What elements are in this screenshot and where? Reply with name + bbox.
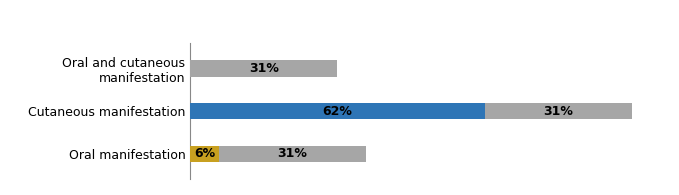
Bar: [190, 103, 485, 119]
Bar: [485, 103, 632, 119]
Text: 6%: 6%: [194, 147, 215, 160]
Bar: [190, 146, 219, 162]
Text: 62%: 62%: [323, 105, 352, 118]
Text: 31%: 31%: [278, 147, 307, 160]
Bar: [190, 60, 337, 77]
Text: 31%: 31%: [249, 62, 278, 75]
Text: 31%: 31%: [544, 105, 573, 118]
Bar: [219, 146, 366, 162]
